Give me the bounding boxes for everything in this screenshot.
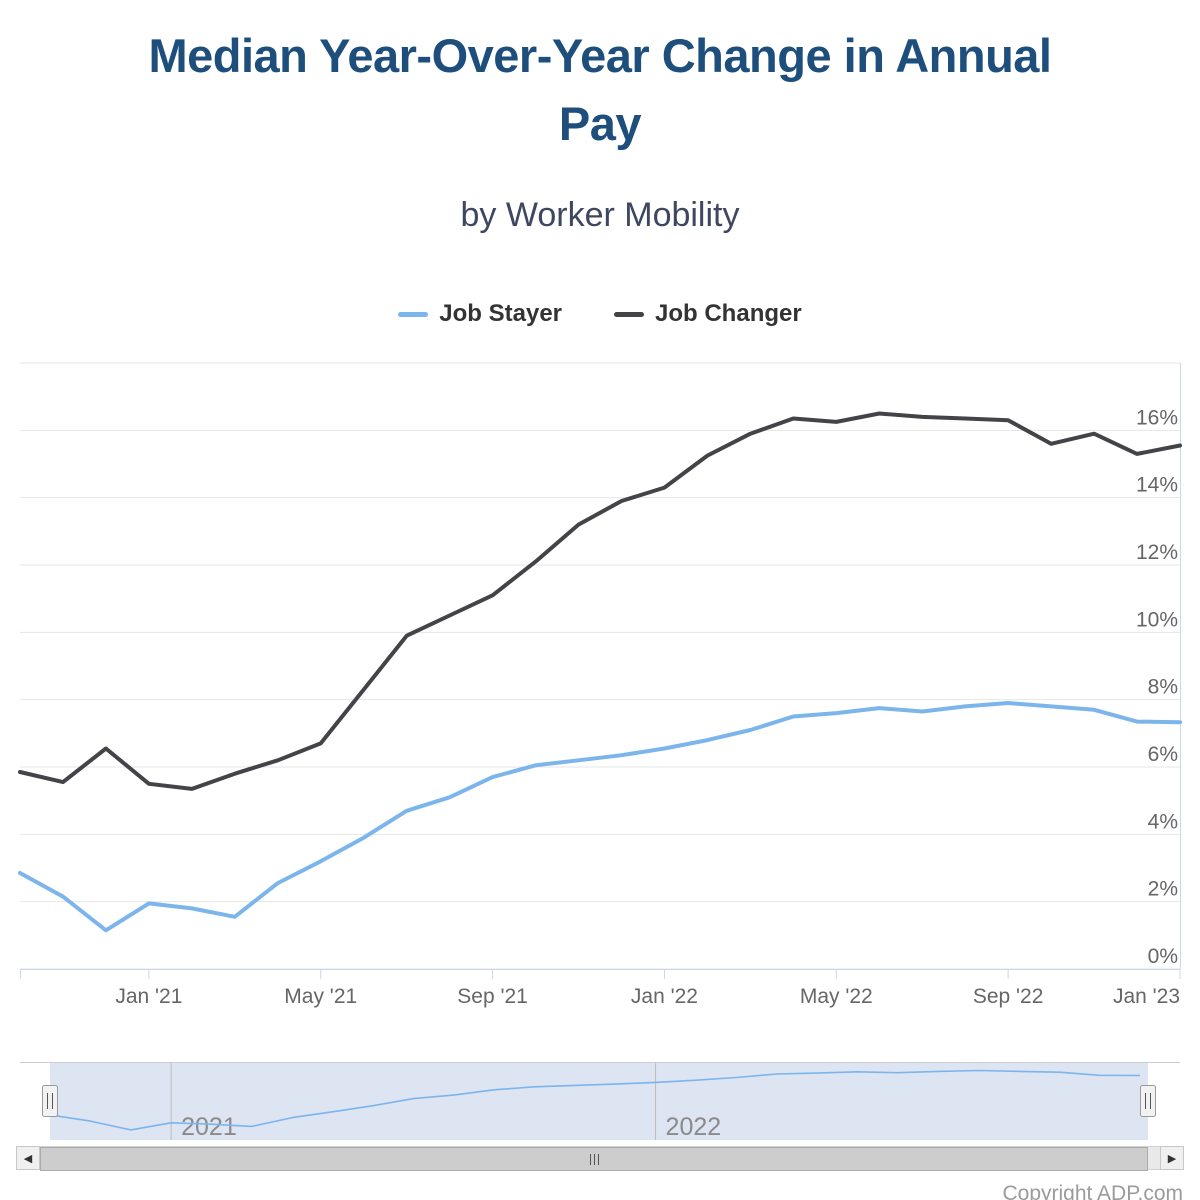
job-changer-line-marker-icon [614, 311, 645, 317]
series-job-stayer-line[interactable] [18, 701, 1182, 933]
legend-item-job-stayer[interactable]: Job Stayer [398, 300, 562, 328]
scrollbar-left-arrow-icon[interactable]: ◀ [16, 1146, 40, 1170]
x-axis-label: Jan '23 [1113, 985, 1180, 1008]
y-axis-label: 4% [1148, 810, 1178, 833]
scrollbar-thumb[interactable] [40, 1147, 1148, 1171]
y-axis-label: 16% [1136, 406, 1178, 429]
scrollbar-grip-icon [589, 1153, 599, 1165]
legend-label-job-changer: Job Changer [655, 300, 802, 327]
chart-title: Median Year-Over-Year Change in Annual P… [148, 29, 1052, 151]
legend: Job Stayer Job Changer [0, 300, 1200, 328]
scrollbar-right-arrow-icon[interactable]: ▶ [1160, 1146, 1184, 1170]
y-axis-label: 10% [1136, 608, 1178, 631]
x-axis-label: May '21 [284, 985, 357, 1008]
navigator-year-label: 2021 [181, 1113, 237, 1141]
y-axis-label: 12% [1136, 541, 1178, 564]
navigator-right-handle[interactable] [1140, 1085, 1156, 1117]
x-axis-label: Jan '21 [115, 985, 182, 1008]
x-axis-label: Sep '21 [457, 985, 528, 1008]
x-axis-label: Sep '22 [973, 985, 1044, 1008]
navigator-selected-mask[interactable] [50, 1063, 1148, 1140]
legend-item-job-changer[interactable]: Job Changer [614, 300, 802, 328]
chart-subtitle: by Worker Mobility [460, 196, 740, 234]
y-axis-label: 14% [1136, 474, 1178, 497]
x-axis-label: Jan '22 [631, 985, 698, 1008]
scrollbar-track[interactable] [40, 1146, 1160, 1171]
y-axis-label: 2% [1148, 878, 1178, 901]
navigator-series-line [49, 1069, 1141, 1131]
x-axis-label: May '22 [800, 985, 873, 1008]
y-axis-label: 0% [1148, 945, 1178, 968]
legend-label-job-stayer: Job Stayer [439, 300, 563, 327]
copyright-credit: Copyright ADP.com [1002, 1182, 1183, 1200]
navigator-left-handle[interactable] [42, 1085, 58, 1117]
y-axis-label: 8% [1148, 676, 1178, 699]
job-stayer-line-marker-icon [398, 311, 429, 317]
series-job-changer-line[interactable] [18, 411, 1182, 791]
y-axis-label: 6% [1148, 743, 1178, 766]
navigator-year-label: 2022 [666, 1113, 722, 1141]
horizontal-scrollbar[interactable]: ◀ ▶ [16, 1146, 1184, 1171]
